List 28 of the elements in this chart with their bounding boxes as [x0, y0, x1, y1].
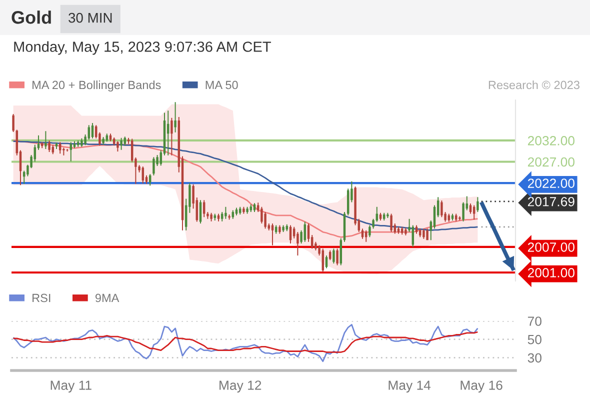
y-tick-label: 70 [528, 316, 542, 326]
legend-label: MA 20 + Bollinger Bands [32, 80, 161, 92]
y-tick-label: 2032.00 [528, 136, 574, 146]
legend-label: RSI [32, 294, 50, 302]
text: Research © 2023 [488, 80, 580, 90]
legend-label: 9MA [95, 294, 120, 302]
candlestick [174, 102, 176, 132]
y-tick-label: 2001.00 [528, 268, 574, 278]
y-tick-label: 30 [528, 353, 542, 363]
x-tick-label: May 12 [220, 380, 262, 393]
text: 30 MIN [68, 12, 112, 23]
y-tick-label: 2017.69 [528, 196, 574, 206]
y-tick-label: 2027.00 [528, 157, 574, 167]
y-tick-label: 2022.00 [528, 178, 574, 188]
legend-label: MA 50 [206, 80, 238, 90]
chart-title: Gold [12, 10, 51, 24]
y-tick-label: 2007.00 [528, 242, 574, 252]
line-series [479, 200, 516, 272]
chart-subtitle: Monday, May 15, 2023 9:07:36 AM CET [14, 41, 271, 55]
line-series [12, 324, 478, 362]
line-series [12, 331, 478, 353]
candlestick [206, 212, 209, 219]
candlestick [44, 131, 47, 149]
x-tick-label: May 14 [388, 380, 431, 393]
x-tick-label: May 16 [460, 380, 502, 393]
y-tick-label: 50 [528, 334, 542, 344]
x-tick-label: May 11 [50, 380, 92, 393]
candlestick [66, 148, 68, 152]
